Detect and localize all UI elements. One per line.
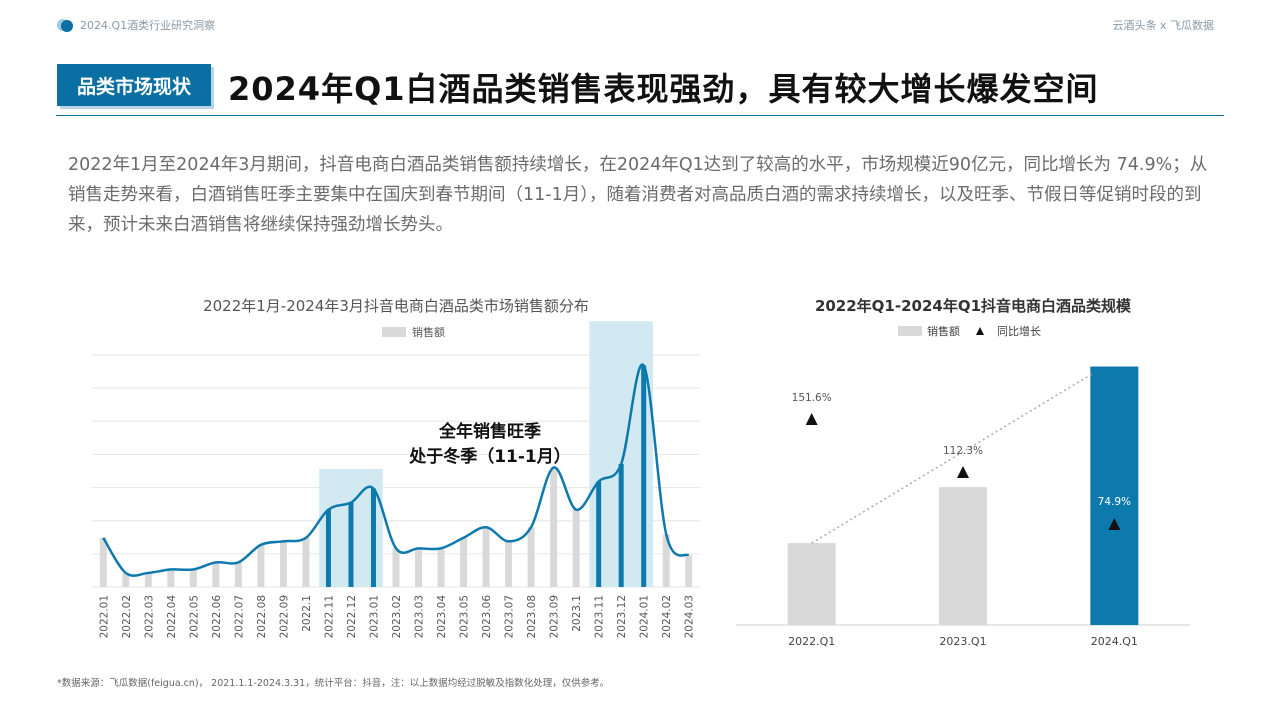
sales-bar [527, 527, 535, 587]
x-tick-label: 2024.02 [661, 595, 673, 638]
logo-icon [57, 19, 73, 32]
sales-bar [189, 569, 197, 587]
sales-bar [392, 548, 400, 587]
x-tick-label: 2023.01 [368, 595, 380, 638]
sales-bar [572, 509, 580, 587]
x-tick-label: 2022.02 [121, 595, 133, 638]
x-tick-label: 2022.09 [278, 595, 290, 638]
sales-bar [685, 555, 693, 587]
legend-swatch-sales [382, 327, 406, 337]
x-tick-label: 2023.02 [391, 595, 403, 638]
annotation-line-2: 处于冬季（11-1月） [408, 446, 571, 467]
sales-bar [212, 562, 220, 587]
chart-title: 2022年Q1-2024年Q1抖音电商白酒品类规模 [815, 297, 1132, 315]
x-tick-label: 2023.04 [436, 595, 448, 639]
title-divider [56, 115, 1224, 116]
x-tick-label: 2022.04 [166, 595, 178, 639]
x-tick-label: 2024.Q1 [1091, 635, 1138, 648]
x-tick-label: 2023.09 [549, 595, 561, 638]
brand-label: 云酒头条 x 飞瓜数据 [1112, 19, 1214, 32]
sales-bar [99, 537, 107, 587]
trend-dotted-line [811, 371, 1095, 544]
sales-bar [234, 562, 242, 587]
x-tick-label: 2022.11 [323, 595, 335, 638]
x-tick-label: 2022.05 [188, 595, 200, 638]
sales-bar [662, 534, 670, 587]
x-tick-label: 2024.01 [639, 595, 651, 638]
sales-trend-line [102, 363, 690, 577]
page-title: 2024年Q1白酒品类销售表现强劲，具有较大增长爆发空间 [228, 70, 1099, 108]
section-tag: 品类市场现状 [57, 64, 211, 106]
growth-label: 112.3% [943, 445, 983, 457]
x-tick-label: 2024.03 [684, 595, 696, 638]
sales-bar [505, 541, 513, 587]
x-tick-label: 2023.11 [594, 595, 606, 638]
legend-label-sales: 销售额 [927, 324, 960, 338]
x-tick-label: 2023.03 [414, 595, 426, 638]
sales-bar [641, 365, 647, 587]
sales-bar [348, 502, 354, 587]
x-tick-label: 2023.07 [504, 595, 516, 638]
growth-marker [957, 466, 969, 478]
sales-bar [596, 481, 602, 587]
x-tick-label: 2022.07 [233, 595, 245, 638]
x-tick-label: 2022.12 [346, 595, 358, 638]
x-tick-label: 2022.03 [143, 595, 155, 638]
sales-bar [302, 537, 310, 587]
sales-bar [415, 548, 423, 587]
sales-bar [144, 572, 152, 587]
x-tick-label: 2023.12 [616, 595, 628, 638]
sales-bar [257, 544, 265, 587]
x-tick-label: 2023.1 [571, 595, 583, 632]
legend-label-sales: 销售额 [412, 325, 445, 339]
footnote: *数据来源：飞瓜数据(feigua.cn)， 2021.1.1-2024.3.3… [57, 678, 610, 689]
report-name: 2024.Q1酒类行业研究洞察 [80, 19, 216, 32]
sales-bar [122, 572, 130, 587]
scale-bar [1090, 366, 1139, 625]
sales-bar [370, 488, 376, 587]
scale-bar [787, 543, 836, 625]
growth-label: 151.6% [792, 392, 832, 404]
sales-bar [167, 569, 175, 587]
x-tick-label: 2023.Q1 [939, 635, 986, 648]
x-tick-label: 2022.1 [301, 595, 313, 632]
sales-bar [325, 509, 331, 587]
summary-paragraph: 2022年1月至2024年3月期间，抖音电商白酒品类销售额持续增长，在2024年… [68, 155, 1208, 235]
legend-swatch-sales [898, 326, 922, 336]
chart-title: 2022年1月-2024年3月抖音电商白酒品类市场销售额分布 [203, 297, 589, 315]
legend-label-growth: 同比增长 [997, 324, 1041, 338]
growth-marker [805, 413, 818, 425]
x-tick-label: 2022.06 [211, 595, 223, 639]
sales-bar [460, 537, 468, 587]
x-tick-label: 2022.01 [98, 595, 110, 638]
sales-bar [618, 463, 624, 587]
sales-bar [437, 548, 445, 587]
scale-bar [939, 487, 987, 625]
sales-bar [279, 541, 287, 587]
annotation-line-1: 全年销售旺季 [438, 421, 541, 442]
x-tick-label: 2022.Q1 [788, 635, 835, 648]
growth-label: 74.9% [1098, 496, 1131, 508]
x-tick-label: 2023.06 [481, 595, 493, 639]
sales-bar [482, 527, 490, 587]
x-tick-label: 2022.08 [256, 595, 268, 638]
growth-marker [1108, 518, 1121, 530]
sales-bar [550, 467, 558, 587]
legend-triangle-icon [976, 327, 984, 335]
x-tick-label: 2023.05 [459, 595, 471, 638]
top-bar: 2024.Q1酒类行业研究洞察 云酒头条 x 飞瓜数据 [0, 0, 1280, 40]
x-tick-label: 2023.08 [526, 595, 538, 638]
